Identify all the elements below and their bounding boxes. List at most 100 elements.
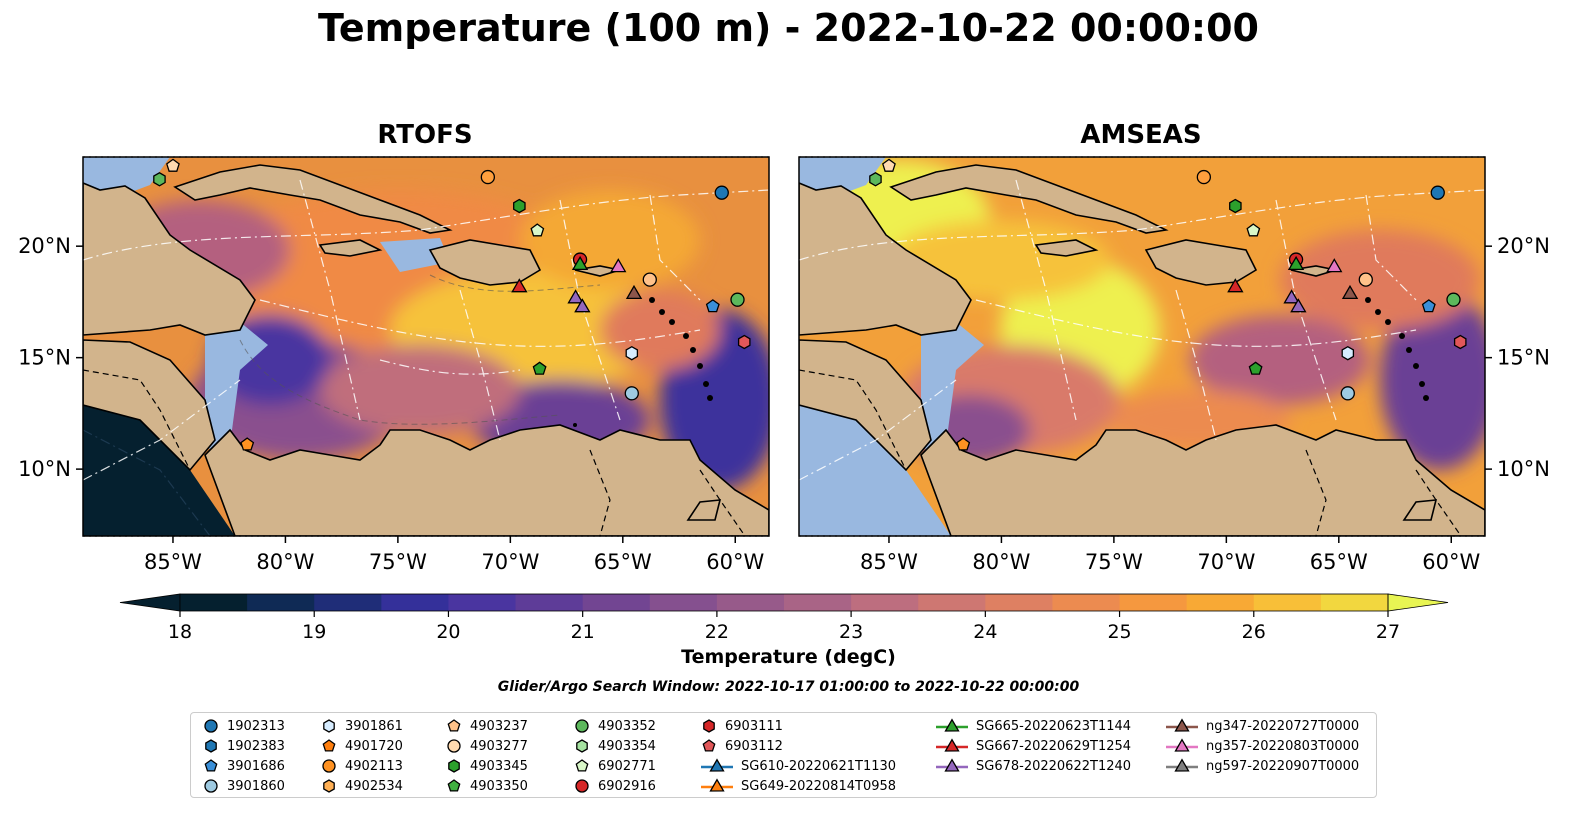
legend-symbol xyxy=(447,739,461,753)
colorbar-tick-label: 21 xyxy=(571,621,595,643)
legend-entry: 4903350 xyxy=(446,776,528,796)
legend-marker-pentagon xyxy=(447,719,461,732)
colorbar-bin xyxy=(1119,594,1188,611)
rtofs-xtick-label: 85°W xyxy=(144,550,202,574)
legend-marker-triangle xyxy=(1166,718,1198,732)
rtofs-land xyxy=(83,164,769,536)
legend-marker-circle xyxy=(447,739,461,753)
legend-label: 4902534 xyxy=(345,778,403,794)
legend-label: ng597-20220907T0000 xyxy=(1206,758,1360,774)
rtofs-float-marker xyxy=(574,298,591,313)
legend-entry: 4903354 xyxy=(574,736,656,756)
legend-label: 4903354 xyxy=(598,738,656,754)
legend-entry: 6902916 xyxy=(574,776,656,796)
rtofs-float-marker xyxy=(642,272,657,287)
amseas-map: 85°W 80°W 75°W 70°W 65°W 60°W 20°N 15°N 10°N xyxy=(798,156,1550,574)
legend-entry: 4903277 xyxy=(446,736,528,756)
amseas-float-marker xyxy=(956,437,971,451)
legend-entry: 6902771 xyxy=(574,756,656,776)
legend-entry: 1902313 xyxy=(203,716,285,736)
legend-marker-pentagon xyxy=(575,759,589,772)
legend-marker-triangle xyxy=(936,738,968,752)
amseas-float-marker xyxy=(1421,299,1436,313)
rtofs-float-markers xyxy=(153,158,751,451)
legend-label: 4901720 xyxy=(345,738,403,754)
legend-entry: 3901861 xyxy=(321,716,403,736)
rtofs-ytick-label: 15°N xyxy=(18,346,71,370)
legend-label: 4903350 xyxy=(470,778,528,794)
legend-entry: 3901860 xyxy=(203,776,285,796)
rtofs-panel-title: RTOFS xyxy=(377,120,473,150)
legend-entry: ng347-20220727T0000 xyxy=(1166,716,1359,736)
legend: 1902313 1902383 3901686 3901860 3901861 49017… xyxy=(190,712,1377,798)
amseas-float-marker xyxy=(1229,198,1242,214)
legend-marker-pentagon xyxy=(204,759,218,772)
legend-marker-triangle xyxy=(1166,758,1198,772)
search-window-label: Glider/Argo Search Window: 2022-10-17 01… xyxy=(497,679,1080,695)
legend-label: SG678-20220622T1240 xyxy=(976,758,1132,774)
amseas-float-marker xyxy=(882,158,896,172)
legend-marker-hexagon xyxy=(448,759,460,773)
rtofs-float-marker xyxy=(511,278,528,293)
amseas-float-marker xyxy=(1287,255,1305,271)
amseas-float-marker xyxy=(1227,278,1244,293)
amseas-land xyxy=(799,164,1485,536)
colorbar-bin xyxy=(918,594,986,611)
amseas-float-marker xyxy=(1430,185,1445,200)
colorbar-bin xyxy=(851,594,919,611)
amseas-float-marker xyxy=(1453,334,1467,350)
legend-label: ng347-20220727T0000 xyxy=(1206,718,1360,734)
amseas-float-marker xyxy=(1341,284,1359,300)
rtofs-float-marker xyxy=(714,185,729,200)
rtofs-float-marker xyxy=(625,284,643,300)
legend-symbol xyxy=(576,739,588,753)
amseas-xtick-label: 80°W xyxy=(972,550,1030,574)
rtofs-xtick-label: 65°W xyxy=(594,550,652,574)
legend-marker-triangle xyxy=(701,778,733,792)
legend-symbol xyxy=(447,779,461,792)
legend-entry: SG667-20220629T1254 xyxy=(936,736,1131,756)
rtofs-axes: 85°W 80°W 75°W 70°W 65°W 60°W 20°N 15°N 10°N xyxy=(18,234,764,574)
legend-marker-circle xyxy=(204,719,218,733)
legend-entry: 4903237 xyxy=(446,716,528,736)
legend-label: SG667-20220629T1254 xyxy=(976,738,1132,754)
legend-entry: SG678-20220622T1240 xyxy=(936,756,1131,776)
amseas-border-dashes xyxy=(799,369,1462,536)
rtofs-float-marker xyxy=(513,198,526,214)
amseas-float-marker xyxy=(1246,223,1261,237)
legend-symbol xyxy=(323,779,335,793)
amseas-float-marker xyxy=(869,172,882,187)
legend-label: 1902383 xyxy=(227,738,285,754)
legend-marker-triangle xyxy=(701,758,733,772)
rtofs-xtick-label: 60°W xyxy=(706,550,764,574)
colorbar-bin xyxy=(784,594,852,611)
rtofs-float-marker xyxy=(730,292,745,307)
amseas-xtick-label: 85°W xyxy=(860,550,918,574)
colorbar-bin xyxy=(247,594,315,611)
rtofs-float-marker xyxy=(532,361,547,375)
legend-label: 6903112 xyxy=(725,738,783,754)
legend-label: 6902771 xyxy=(598,758,656,774)
amseas-float-marker xyxy=(1290,298,1307,313)
amseas-float-marker xyxy=(1340,386,1355,401)
legend-label: ng357-20220803T0000 xyxy=(1206,738,1360,754)
legend-entry: 4902534 xyxy=(321,776,403,796)
rtofs-ytick-label: 10°N xyxy=(18,457,71,481)
amseas-ytick-label: 15°N xyxy=(1497,346,1550,370)
legend-symbol xyxy=(709,778,725,792)
colorbar-bin xyxy=(515,594,584,611)
colorbar-tick-label: 20 xyxy=(436,621,460,643)
legend-symbol xyxy=(575,779,589,793)
colorbar-bin xyxy=(1253,594,1322,611)
legend-entry: SG610-20220621T1130 xyxy=(701,756,896,776)
amseas-float-marker xyxy=(1196,169,1212,185)
legend-symbol xyxy=(709,758,725,772)
amseas-xtick-label: 65°W xyxy=(1310,550,1368,574)
amseas-eez-boundaries xyxy=(799,179,1485,481)
amseas-islands xyxy=(1365,297,1429,401)
legend-label: 1902313 xyxy=(227,718,285,734)
colorbar-bin xyxy=(1186,594,1255,611)
legend-marker-circle xyxy=(575,779,589,793)
legend-marker-triangle xyxy=(936,758,968,772)
colorbar-tick-label: 22 xyxy=(705,621,729,643)
